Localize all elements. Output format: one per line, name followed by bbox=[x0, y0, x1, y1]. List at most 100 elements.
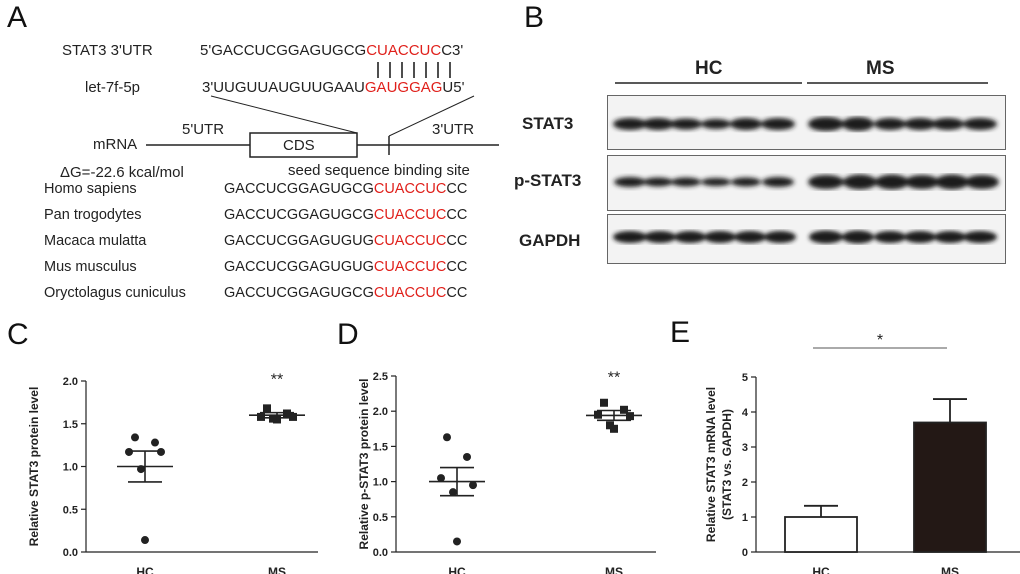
species-seq-prefix: GACCUCGGAGUGCG bbox=[224, 181, 374, 197]
chart-c: 0.0 0.5 1.0 1.5 2.0 Relative STAT3 protein le… bbox=[27, 372, 318, 574]
data-point bbox=[157, 447, 165, 456]
y-tick-label: 0.5 bbox=[373, 512, 388, 524]
species-seq-seed: CUACCUC bbox=[373, 181, 447, 197]
y-tick-label: 2.0 bbox=[63, 376, 78, 388]
species-seq-suffix: CC bbox=[446, 181, 468, 197]
species-seq-seed: CUACCUC bbox=[373, 207, 447, 223]
species-seq-suffix: CC bbox=[446, 207, 468, 223]
blot-stat3-bands bbox=[613, 117, 997, 131]
blot-gapdh bbox=[607, 214, 1006, 264]
panel-letter-d: D bbox=[337, 318, 359, 351]
blot-pstat3-bands bbox=[614, 174, 999, 190]
zoom-line-right bbox=[388, 95, 475, 137]
y-tick-label: 1.5 bbox=[373, 441, 388, 453]
mirna-label: let-7f-5p bbox=[85, 79, 141, 96]
mirna-seq-suffix: U5' bbox=[442, 79, 465, 96]
species-seq-suffix: CC bbox=[446, 285, 468, 301]
species-sequence: GACCUCGGAGUGCGCUACCUCCC bbox=[224, 182, 467, 197]
species-seq-prefix: GACCUCGGAGUGUG bbox=[224, 233, 374, 249]
blot-label-pstat3: p-STAT3 bbox=[514, 171, 582, 190]
x-tick-label: HC bbox=[812, 565, 830, 574]
mirna-seq-seed: GAUGGAG bbox=[364, 79, 443, 96]
data-point bbox=[620, 405, 628, 414]
mirna-seq-prefix: 3'UUGUUAUGUUGAAU bbox=[202, 79, 365, 96]
y-tick-label: 0 bbox=[742, 547, 748, 559]
significance-marker: ** bbox=[608, 369, 620, 386]
y-tick-label: 1 bbox=[742, 512, 748, 524]
stat3-seq-seed: CUACCUC bbox=[366, 42, 442, 59]
delta-g-label: ΔG=-22.6 kcal/mol bbox=[60, 164, 184, 181]
species-seq-prefix: GACCUCGGAGUGUG bbox=[224, 259, 374, 275]
data-point bbox=[263, 404, 271, 413]
y-axis-label-line2: (STAT3 vs. GAPDH) bbox=[720, 409, 734, 520]
species-seq-seed: CUACCUC bbox=[373, 259, 447, 275]
bar bbox=[784, 516, 858, 553]
data-point bbox=[125, 447, 133, 456]
group-label-hc: HC bbox=[695, 58, 723, 79]
panel-letter-b: B bbox=[524, 1, 545, 34]
species-name: Macaca mulatta bbox=[44, 233, 147, 249]
data-point bbox=[257, 412, 265, 421]
mrna-label: mRNA bbox=[93, 136, 138, 153]
significance-marker: ** bbox=[271, 372, 283, 389]
y-axis-label-line1: Relative STAT3 mRNA level bbox=[704, 387, 718, 542]
data-point bbox=[443, 433, 451, 442]
data-point bbox=[137, 465, 145, 474]
stat3-seq-suffix: C3' bbox=[441, 42, 464, 59]
species-sequence: GACCUCGGAGUGCGCUACCUCCC bbox=[224, 286, 467, 301]
species-seq-prefix: GACCUCGGAGUGCG bbox=[224, 285, 374, 301]
data-point bbox=[453, 537, 461, 546]
mirna-sequence: 3'UUGUUAUGUUGAAUGAUGGAGU5' bbox=[202, 80, 464, 95]
y-tick-label: 2.0 bbox=[373, 406, 388, 418]
species-name: Mus musculus bbox=[44, 259, 137, 275]
blot-label-gapdh: GAPDH bbox=[519, 231, 581, 250]
y-tick-label: 3 bbox=[742, 442, 748, 454]
blot-label-stat3: STAT3 bbox=[522, 114, 574, 133]
utr3-label: 3'UTR bbox=[432, 121, 475, 138]
utr5-label: 5'UTR bbox=[182, 121, 225, 138]
y-axis-label: Relative p-STAT3 protein level bbox=[357, 379, 371, 550]
y-tick-label: 5 bbox=[742, 372, 748, 384]
species-seq-seed: CUACCUC bbox=[373, 233, 447, 249]
species-seq-seed: CUACCUC bbox=[373, 285, 447, 301]
data-point bbox=[131, 433, 139, 442]
zoom-line-left bbox=[210, 95, 358, 134]
species-sequence: GACCUCGGAGUGUGCUACCUCCC bbox=[224, 234, 467, 249]
data-point bbox=[283, 409, 291, 418]
y-tick-label: 0.0 bbox=[63, 547, 78, 559]
data-point bbox=[289, 412, 297, 421]
data-point bbox=[151, 438, 159, 447]
data-point bbox=[610, 424, 618, 433]
stat3-utr-label: STAT3 3'UTR bbox=[62, 42, 153, 59]
y-tick-label: 2 bbox=[742, 477, 748, 489]
blot-gapdh-bands bbox=[613, 230, 997, 244]
y-tick-label: 1.0 bbox=[63, 462, 78, 474]
stat3-seq-prefix: 5'GACCUCGGAGUGCG bbox=[200, 42, 367, 59]
species-seq-suffix: CC bbox=[446, 259, 468, 275]
panel-letter-e: E bbox=[670, 316, 691, 349]
stat3-utr-sequence: 5'GACCUCGGAGUGCGCUACCUCC3' bbox=[200, 43, 463, 58]
data-point bbox=[463, 452, 471, 461]
species-sequence: GACCUCGGAGUGCGCUACCUCCC bbox=[224, 208, 467, 223]
data-point bbox=[594, 410, 602, 419]
panel-letter-a: A bbox=[7, 1, 28, 34]
significance-marker: * bbox=[877, 332, 883, 349]
data-point bbox=[141, 536, 149, 545]
species-seq-prefix: GACCUCGGAGUGCG bbox=[224, 207, 374, 223]
x-tick-label: MS bbox=[941, 565, 959, 574]
seed-site-label: seed sequence binding site bbox=[288, 162, 470, 179]
blot-stat3 bbox=[607, 95, 1006, 150]
y-tick-label: 0.5 bbox=[63, 504, 78, 516]
panel-letter-c: C bbox=[7, 318, 29, 351]
data-point bbox=[273, 415, 281, 424]
y-tick-label: 4 bbox=[742, 407, 749, 419]
y-tick-label: 1.0 bbox=[373, 477, 388, 489]
y-tick-label: 2.5 bbox=[373, 371, 388, 383]
data-point bbox=[469, 481, 477, 490]
data-point bbox=[437, 474, 445, 483]
bar bbox=[913, 421, 987, 553]
x-tick-label: HC bbox=[448, 565, 466, 574]
species-sequence: GACCUCGGAGUGUGCUACCUCCC bbox=[224, 260, 467, 275]
